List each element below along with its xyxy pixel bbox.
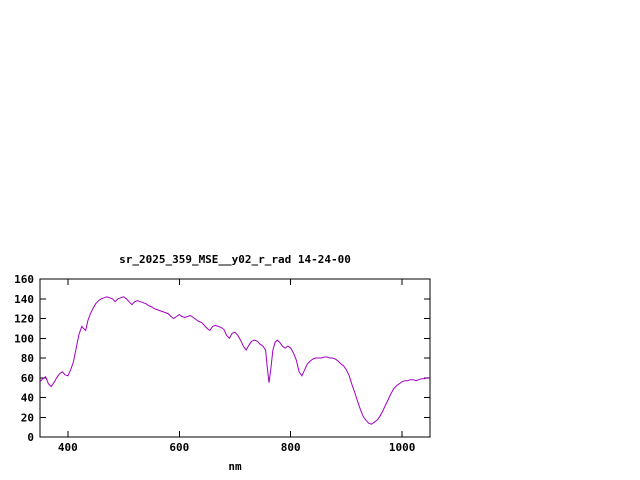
- y-tick-label: 40: [21, 392, 34, 405]
- y-tick-label: 20: [21, 411, 34, 424]
- x-tick-label: 800: [281, 441, 301, 454]
- y-tick-label: 140: [14, 293, 34, 306]
- y-tick-label: 60: [21, 372, 34, 385]
- y-tick-label: 160: [14, 273, 34, 286]
- y-tick-label: 0: [27, 431, 34, 444]
- spectrum-line: [39, 296, 430, 425]
- y-tick-label: 120: [14, 313, 34, 326]
- y-tick-label: 80: [21, 352, 34, 365]
- chart-title: sr_2025_359_MSE__y02_r_rad 14-24-00: [119, 253, 351, 266]
- x-axis-label: nm: [228, 460, 242, 473]
- x-tick-label: 400: [58, 441, 78, 454]
- y-tick-label: 100: [14, 332, 34, 345]
- plot-border: [39, 278, 431, 438]
- x-tick-label: 600: [169, 441, 189, 454]
- x-tick-label: 1000: [389, 441, 416, 454]
- plot-axes: 0 20 40 60 80 100 120 140 160 400 600 800 1000: [14, 273, 430, 454]
